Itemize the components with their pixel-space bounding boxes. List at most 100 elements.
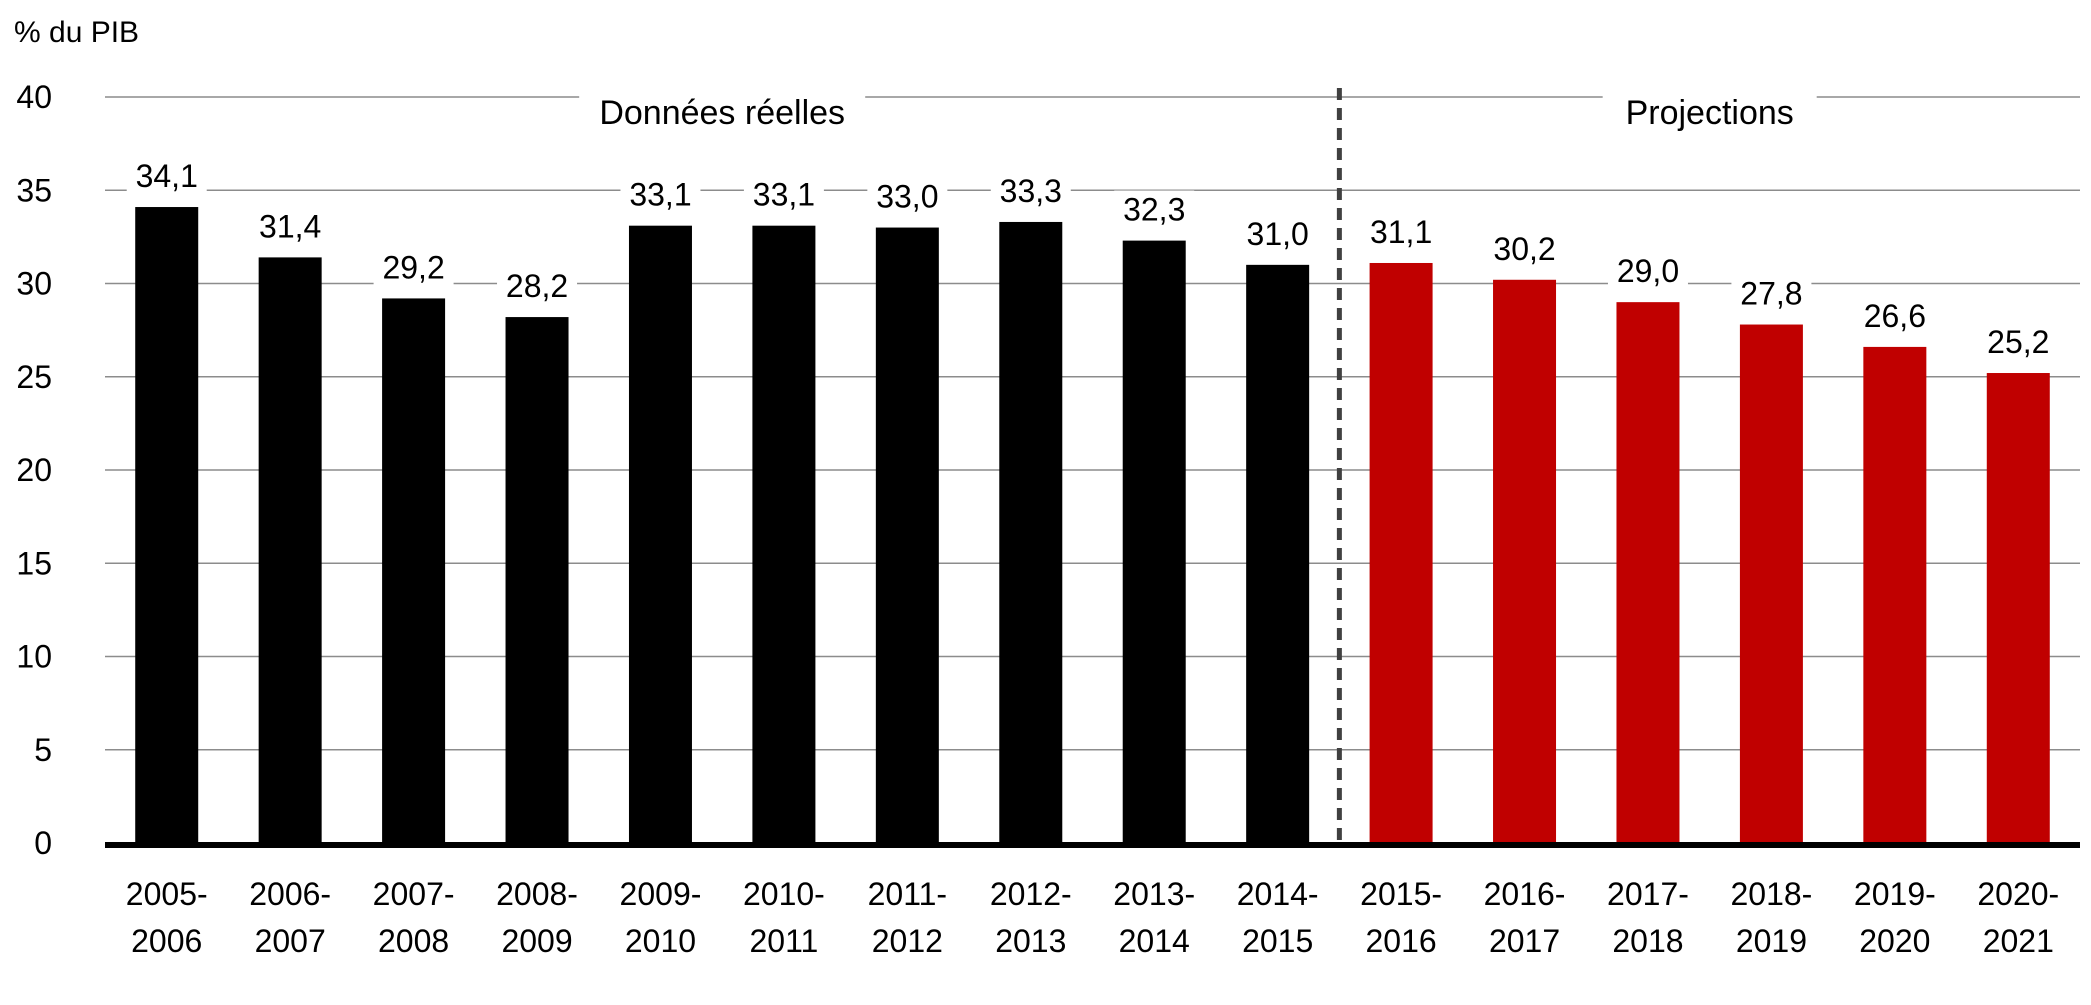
- x-tick-label: 2013: [995, 923, 1066, 959]
- x-tick-label: 2015-: [1360, 876, 1442, 912]
- x-tick-label: 2009: [501, 923, 572, 959]
- bar: [505, 317, 569, 843]
- x-tick-label: 2009-: [620, 876, 702, 912]
- x-axis: 2005- 2006 2006- 2007 2007- 2008 2008- 2009 2009…: [105, 842, 2080, 959]
- value-label: 33,1: [629, 177, 691, 213]
- y-tick-label: 10: [16, 639, 52, 675]
- bar: [382, 298, 446, 843]
- x-tick-label: 2020: [1859, 923, 1930, 959]
- y-tick-label: 40: [16, 79, 52, 115]
- y-tick-label: 35: [16, 172, 52, 208]
- x-tick-label: 2011-: [868, 876, 947, 912]
- value-label-bg: [1607, 252, 1688, 291]
- bar: [1493, 279, 1557, 843]
- x-tick-label: 2007: [255, 923, 326, 959]
- value-label-bg: [1484, 229, 1565, 268]
- x-tick-label: 2013-: [1113, 876, 1195, 912]
- value-label: 32,3: [1123, 192, 1185, 228]
- bars: [135, 207, 2050, 844]
- x-tick-label: 2014: [1119, 923, 1190, 959]
- bar: [628, 225, 692, 843]
- bar: [1246, 264, 1310, 844]
- value-labels: 34,1 31,4 29,2 28,2 33,1 33,1 33,0 33,3 32,3 31,0…: [126, 157, 2059, 362]
- value-label: 25,2: [1987, 324, 2049, 360]
- x-tick-label: 2018-: [1730, 876, 1812, 912]
- bar: [1863, 346, 1927, 843]
- bar: [1122, 240, 1186, 844]
- x-tick-label: 2008-: [496, 876, 578, 912]
- value-label-bg: [126, 157, 207, 196]
- x-tick-label: 2012: [872, 923, 943, 959]
- value-label: 31,4: [259, 208, 321, 244]
- value-label: 33,0: [876, 179, 938, 215]
- value-label-bg: [497, 267, 578, 306]
- value-label: 30,2: [1493, 231, 1555, 267]
- x-tick-label: 2014-: [1237, 876, 1319, 912]
- value-label-bg: [250, 207, 331, 246]
- y-tick-label: 20: [16, 452, 52, 488]
- x-tick-label: 2006: [131, 923, 202, 959]
- bar: [1986, 373, 2050, 843]
- y-tick-label: 30: [16, 266, 52, 302]
- x-tick-label: 2020-: [1977, 876, 2059, 912]
- y-tick-label: 0: [34, 825, 52, 861]
- value-label-bg: [743, 175, 824, 214]
- x-tick-label: 2019-: [1854, 876, 1936, 912]
- value-label: 31,1: [1370, 214, 1432, 250]
- x-tick-label: 2005-: [126, 876, 208, 912]
- bar: [999, 221, 1063, 843]
- value-label: 31,0: [1247, 216, 1309, 252]
- x-tick-label: 2010: [625, 923, 696, 959]
- value-label-bg: [1978, 323, 2059, 362]
- y-axis: 0 5 10 15 20 25 30 35 40: [16, 79, 52, 861]
- section-label-bg: [1602, 86, 1817, 132]
- bar: [875, 227, 939, 844]
- x-tick-label: 2017: [1489, 923, 1560, 959]
- section-label: Données réelles: [599, 94, 845, 132]
- section-label: Projections: [1626, 94, 1794, 132]
- x-tick-label: 2012-: [990, 876, 1072, 912]
- section-labels: Données réelles Projections: [579, 86, 1817, 132]
- x-tick-label: 2019: [1736, 923, 1807, 959]
- y-tick-label: 25: [16, 359, 52, 395]
- value-label-bg: [620, 175, 701, 214]
- x-tick-label: 2018: [1612, 923, 1683, 959]
- value-label: 26,6: [1864, 298, 1926, 334]
- bar: [752, 225, 816, 843]
- value-label: 33,1: [753, 177, 815, 213]
- bar: [1369, 262, 1433, 843]
- y-axis-label: % du PIB: [14, 16, 139, 49]
- x-tick-label: 2006-: [249, 876, 331, 912]
- x-tick-label: 2021: [1983, 923, 2054, 959]
- bar: [1616, 302, 1680, 843]
- value-label-bg: [1854, 296, 1935, 335]
- value-label: 29,0: [1617, 253, 1679, 289]
- y-tick-label: 15: [16, 545, 52, 581]
- value-label-bg: [1237, 214, 1318, 253]
- x-tick-label: 2010-: [743, 876, 825, 912]
- x-tick-label: 2008: [378, 923, 449, 959]
- x-tick-label: 2017-: [1607, 876, 1689, 912]
- x-tick-label: 2016: [1366, 923, 1437, 959]
- x-tick-label: 2007-: [373, 876, 455, 912]
- x-tick-label: 2016-: [1484, 876, 1566, 912]
- bar: [258, 257, 322, 843]
- value-label: 27,8: [1740, 276, 1802, 312]
- value-label-bg: [1361, 212, 1442, 251]
- value-label: 33,3: [1000, 173, 1062, 209]
- y-tick-label: 5: [34, 732, 52, 768]
- value-label-bg: [373, 248, 454, 287]
- bar: [1739, 324, 1803, 843]
- x-tick-label: 2011: [750, 923, 819, 959]
- section-label-bg: [579, 86, 866, 132]
- value-label: 29,2: [382, 249, 444, 285]
- bar: [135, 207, 199, 843]
- value-label-bg: [867, 177, 948, 216]
- x-tick-label: 2015: [1242, 923, 1313, 959]
- value-label-bg: [990, 171, 1071, 210]
- value-label-bg: [1731, 274, 1812, 313]
- value-label: 28,2: [506, 268, 568, 304]
- value-label-bg: [1114, 190, 1195, 229]
- value-label: 34,1: [136, 158, 198, 194]
